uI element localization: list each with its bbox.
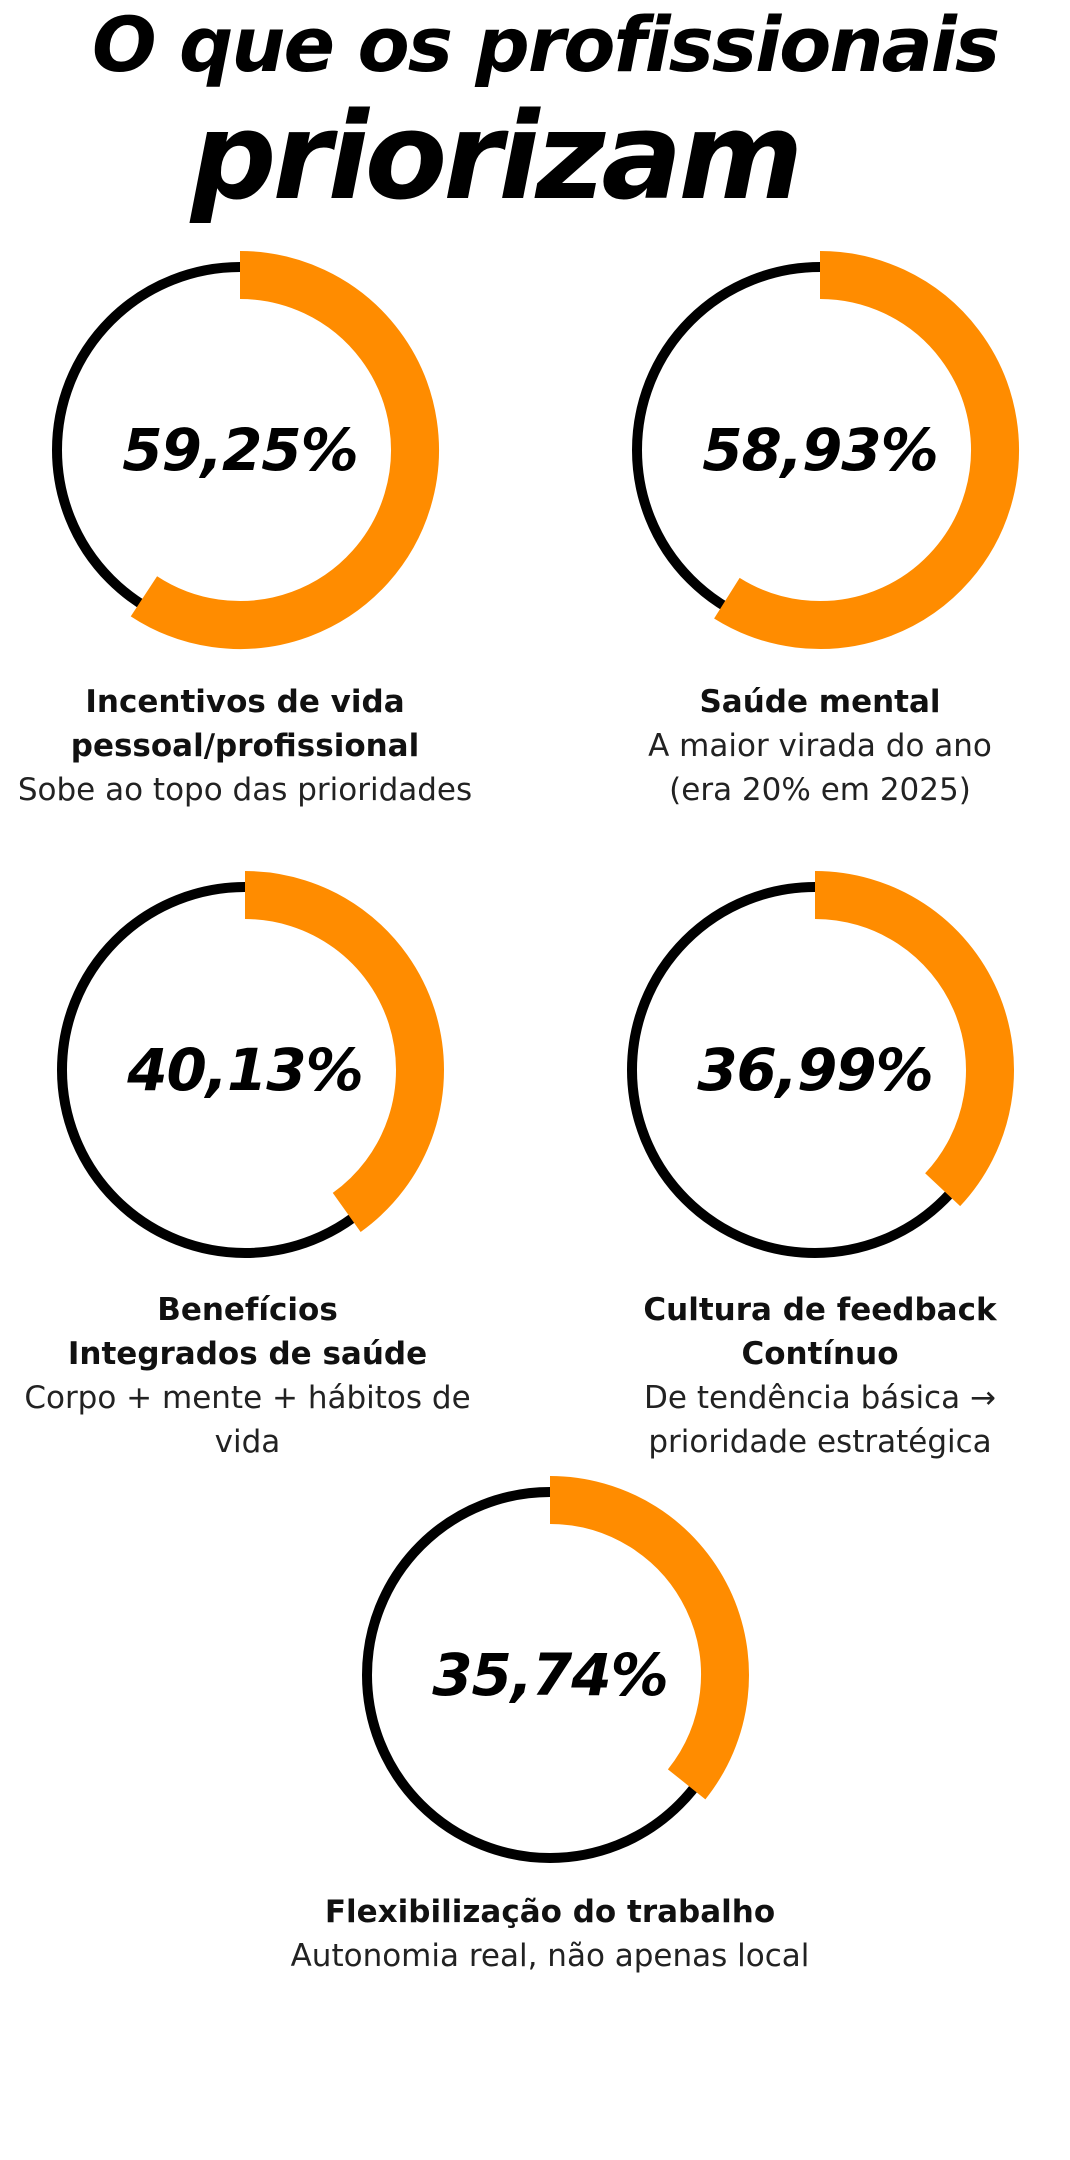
item-label-line: Integrados de saúde [67, 1336, 428, 1372]
percentage-label: 58,93% [702, 416, 939, 484]
caption-5: Flexibilização do trabalho Autonomia rea… [250, 1890, 850, 1978]
progress-arc [714, 251, 1019, 649]
caption-3: Benefícios Integrados de saúde Corpo + m… [0, 1288, 495, 1464]
item-description-line: Corpo + mente + hábitos de vida [24, 1380, 471, 1460]
donut-chart-5: 35,74% [340, 1465, 760, 1885]
item-label-line: Cultura de feedback Contínuo [643, 1292, 997, 1372]
progress-arc [814, 871, 1014, 1207]
item-description-line: (era 20% em 2025) [669, 772, 971, 808]
title-line-2: priorizam [190, 88, 804, 227]
caption-2: Saúde mental A maior virada do ano (era … [575, 680, 1065, 812]
item-label-line: Saúde mental [699, 684, 941, 720]
donut-svg [362, 1476, 749, 1863]
donut-svg [627, 871, 1014, 1258]
percentage-label: 59,25% [122, 416, 359, 484]
donut-chart-1: 59,25% [30, 240, 450, 660]
progress-arc [244, 871, 444, 1232]
caption-4: Cultura de feedback Contínuo De tendênci… [570, 1288, 1070, 1464]
item-label-line: pessoal/profissional [70, 728, 420, 764]
donut-svg [632, 251, 1019, 649]
item-description-line: Sobe ao topo das prioridades [17, 772, 473, 808]
donut-svg [57, 871, 444, 1258]
item-label-line: Incentivos de vida [85, 684, 405, 720]
progress-arc [549, 1476, 749, 1800]
percentage-label: 35,74% [432, 1641, 669, 1709]
donut-svg [52, 251, 439, 649]
caption-1: Incentivos de vida pessoal/profissional … [0, 680, 490, 812]
percentage-label: 40,13% [127, 1036, 364, 1104]
donut-chart-2: 58,93% [610, 240, 1030, 660]
progress-arc [130, 251, 439, 649]
title-line-1: O que os profissionais [91, 0, 1000, 89]
item-description-line: prioridade estratégica [648, 1424, 992, 1460]
item-description-line: A maior virada do ano [648, 728, 992, 764]
percentage-label: 36,99% [697, 1036, 934, 1104]
item-description-line: De tendência básica → [644, 1380, 996, 1416]
item-label-line: Flexibilização do trabalho [324, 1894, 776, 1930]
item-description-line: Autonomia real, não apenas local [290, 1938, 810, 1974]
item-label-line: Benefícios [157, 1292, 338, 1328]
donut-chart-3: 40,13% [35, 860, 455, 1280]
donut-chart-4: 36,99% [605, 860, 1025, 1280]
